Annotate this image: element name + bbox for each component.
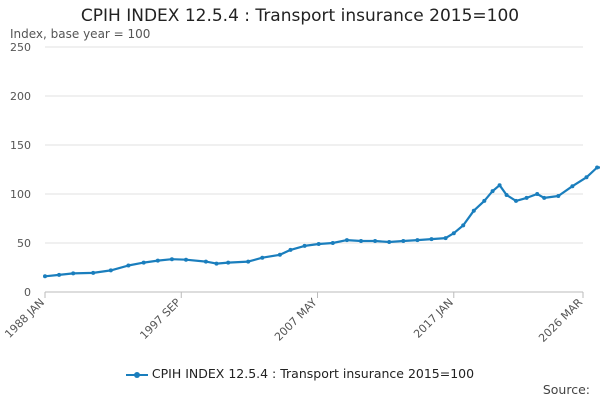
data-point bbox=[169, 257, 174, 262]
data-point bbox=[595, 165, 600, 170]
data-point bbox=[443, 236, 448, 241]
y-tick-label: 200 bbox=[10, 90, 31, 103]
x-tick-label: 2026 MAR bbox=[536, 296, 585, 345]
data-point bbox=[471, 208, 476, 213]
data-point bbox=[126, 263, 131, 268]
data-point bbox=[184, 257, 188, 262]
y-axis-label: Index, base year = 100 bbox=[10, 27, 151, 41]
x-tick-label: 1988 JAN bbox=[2, 296, 47, 341]
data-point bbox=[504, 193, 509, 197]
series-line bbox=[44, 166, 600, 278]
data-point bbox=[570, 184, 575, 189]
data-point bbox=[288, 247, 293, 252]
data-point bbox=[451, 231, 456, 236]
data-point bbox=[524, 195, 529, 200]
data-point bbox=[260, 255, 265, 260]
data-point bbox=[584, 175, 589, 180]
x-axis: 1988 JAN 1997 SEP 2007 MAY 2017 JAN 2026 MAR bbox=[2, 291, 585, 345]
data-point bbox=[141, 260, 146, 265]
data-point bbox=[482, 198, 487, 203]
x-tick-label: 2007 MAY bbox=[272, 296, 320, 344]
data-point bbox=[556, 194, 561, 198]
data-point bbox=[373, 239, 378, 243]
data-point bbox=[461, 223, 466, 228]
data-point bbox=[429, 237, 434, 242]
chart-title: CPIH INDEX 12.5.4 : Transport insurance … bbox=[80, 6, 520, 26]
series-group bbox=[43, 165, 600, 279]
data-point bbox=[330, 241, 335, 245]
data-point bbox=[302, 243, 307, 248]
data-point bbox=[415, 238, 420, 243]
data-point bbox=[490, 189, 495, 194]
data-point bbox=[203, 259, 208, 264]
data-point bbox=[401, 239, 406, 243]
data-point bbox=[344, 238, 349, 243]
legend-swatch bbox=[125, 369, 148, 381]
x-tick-label: 1997 SEP bbox=[137, 296, 183, 342]
y-tick-label: 100 bbox=[10, 188, 31, 201]
data-point bbox=[316, 242, 321, 246]
data-point bbox=[542, 195, 547, 200]
data-point bbox=[497, 183, 502, 188]
x-tick-label: 2017 JAN bbox=[411, 296, 456, 341]
grid-lines bbox=[45, 46, 583, 244]
data-point bbox=[71, 271, 76, 276]
y-tick-label: 50 bbox=[17, 237, 31, 250]
y-tick-label: 0 bbox=[24, 286, 31, 299]
data-point bbox=[277, 252, 282, 257]
data-point bbox=[155, 258, 160, 263]
data-point bbox=[359, 239, 363, 243]
y-axis-ticks: 0 50 100 150 200 250 bbox=[10, 41, 31, 299]
y-tick-label: 150 bbox=[10, 139, 31, 152]
data-point bbox=[214, 261, 219, 266]
data-point bbox=[57, 272, 62, 277]
data-point bbox=[91, 270, 96, 275]
y-tick-label: 250 bbox=[10, 41, 31, 54]
data-point bbox=[535, 192, 540, 196]
legend-label: CPIH INDEX 12.5.4 : Transport insurance … bbox=[151, 366, 475, 381]
data-point bbox=[387, 240, 392, 244]
data-point bbox=[43, 274, 47, 279]
data-point bbox=[514, 198, 518, 203]
data-point bbox=[108, 268, 113, 273]
data-point bbox=[246, 259, 251, 264]
data-point bbox=[226, 260, 231, 265]
legend[interactable]: CPIH INDEX 12.5.4 : Transport insurance … bbox=[0, 366, 600, 381]
source-label: Source: bbox=[542, 382, 590, 397]
